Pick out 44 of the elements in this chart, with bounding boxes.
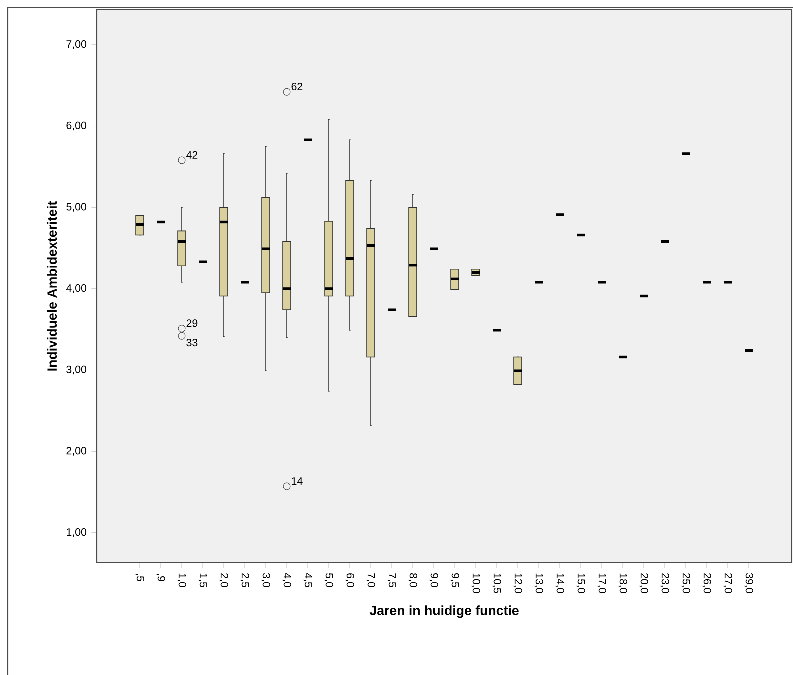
x-tick-label: 3,0 [262,573,270,588]
x-tick-label: 15,0 [576,574,586,594]
x-tick-label: 2,0 [220,574,228,588]
x-tick-label: 2,5 [240,574,250,588]
x-tick-label: 12,0 [514,574,522,594]
x-tick-label: 23,0 [660,574,670,594]
x-tick-label: 7,5 [388,574,396,588]
x-tick-label: 18,0 [618,574,628,594]
x-tick-label: 6,0 [346,574,354,588]
y-tick-label: 3,00 [66,366,87,375]
x-tick-label: 13,0 [534,574,544,594]
x-tick-label: 27,0 [724,574,732,594]
x-tick-label: 20,0 [640,574,648,594]
x-tick-label: 1,5 [198,574,208,588]
y-tick-label: 2,00 [66,447,87,456]
x-axis-title: Jaren in huidige functie [370,606,519,618]
x-tick-label: 7,0 [366,574,376,588]
y-tick-label: 1,00 [67,528,87,538]
x-tick-label: 8,0 [408,573,418,588]
x-tick-label: 5,0 [324,573,334,588]
x-tick-label: 25,0 [682,574,690,594]
x-tick-label: 1,0 [178,574,186,588]
annotation: 29 [186,320,198,328]
x-tick-label: 9,5 [450,574,460,588]
x-tick-label: 10,0 [472,574,480,594]
y-tick-label: 5,00 [66,203,87,212]
x-tick-label: 26,0 [702,574,712,594]
x-tick-label: 4,0 [282,573,292,588]
x-tick-label: 9,0 [430,574,438,588]
annotation: 42 [186,151,198,159]
annotation: 62 [292,82,303,91]
x-tick-label: 14,0 [556,574,564,594]
x-tick-label: 17,0 [598,574,606,594]
y-tick-label: 4,00 [66,284,87,294]
annotation: 14 [292,478,303,485]
x-tick-label: 4,5 [304,573,312,588]
x-tick-label: ,9 [156,574,166,582]
x-tick-label: ,5 [136,574,144,582]
x-tick-label: 39,0 [744,573,754,594]
y-axis-title: Individuele Ambidexteriteit [47,201,58,371]
y-tick-label: 6,00 [66,122,87,131]
y-tick-label: 7,00 [66,40,87,50]
annotation: 33 [186,339,198,347]
x-tick-label: 10,5 [492,574,502,594]
